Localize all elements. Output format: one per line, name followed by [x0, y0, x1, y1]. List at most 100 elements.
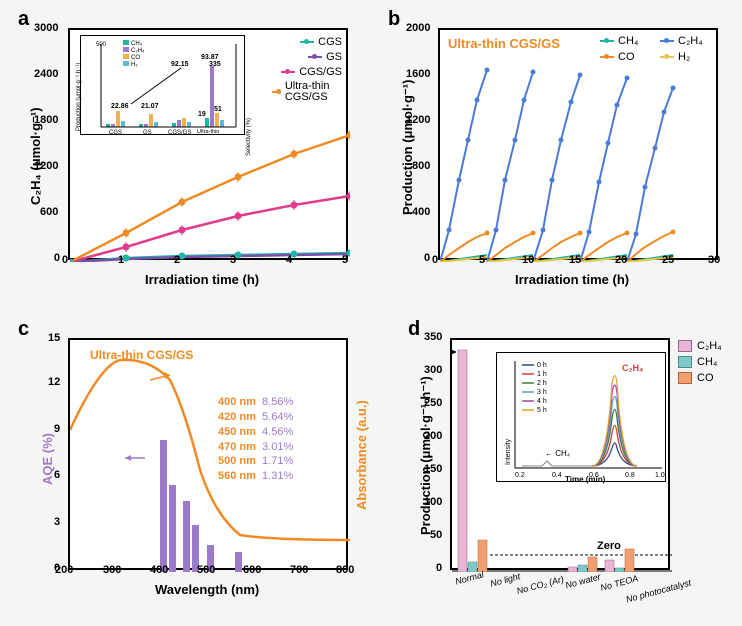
- cat: No water: [564, 572, 601, 591]
- panel-a-axes: 22.86 21.07 92.15 93.87 335 19 51 CGS GS…: [68, 28, 348, 260]
- tick: 0: [424, 252, 430, 264]
- panel-label-d: d: [408, 318, 420, 341]
- tick: 25: [662, 254, 674, 266]
- panel-d-inset: ← CH₄ C₂H₄ 0.20.40.60.81.0 Time (min) 0 …: [496, 352, 666, 482]
- xlabel-a: Irradiation time (h): [145, 272, 259, 287]
- ylabel-a: C₂H₄ (μmol·g⁻¹): [28, 107, 44, 205]
- ylabel-b: Production (μmol·g⁻¹): [400, 80, 416, 215]
- tick: 300: [424, 364, 442, 376]
- svg-text:3 h: 3 h: [537, 389, 547, 396]
- svg-text:H₂: H₂: [131, 62, 138, 68]
- legend-d: C₂H₄ CH₄ CO: [678, 340, 722, 384]
- inset-ylabel-right: Selectivity (%): [246, 118, 252, 156]
- tick: 0: [62, 254, 68, 266]
- ylabel-c-left: AQE (%): [40, 433, 55, 485]
- svg-text:92.15: 92.15: [171, 61, 189, 68]
- tick: 12: [48, 376, 60, 388]
- tick: 2400: [34, 68, 58, 80]
- legend-gs: GS: [308, 51, 342, 63]
- svg-text:CO: CO: [131, 55, 140, 61]
- svg-text:← CH₄: ← CH₄: [545, 449, 570, 458]
- svg-text:0.8: 0.8: [625, 472, 635, 479]
- tick: 20: [615, 254, 627, 266]
- ylabel-c-right: Absorbance (a.u.): [354, 400, 369, 510]
- svg-text:CGS: CGS: [109, 130, 122, 136]
- svg-text:51: 51: [214, 106, 222, 113]
- svg-text:93.87: 93.87: [201, 54, 219, 61]
- tick: 3000: [34, 22, 58, 34]
- tick: 0: [432, 254, 438, 266]
- tick: 5: [342, 254, 348, 266]
- svg-text:5 h: 5 h: [537, 407, 547, 414]
- tick: 350: [424, 331, 442, 343]
- panel-label-c: c: [18, 318, 29, 341]
- zero-text: Zero: [597, 540, 621, 552]
- tick: 0: [436, 562, 442, 574]
- tick: 2000: [406, 22, 430, 34]
- tick: 4: [286, 254, 292, 266]
- svg-text:0 h: 0 h: [537, 362, 547, 369]
- panel-a-inset: 22.86 21.07 92.15 93.87 335 19 51 CGS GS…: [80, 35, 245, 135]
- inset-d-ylabel: Intensity: [505, 439, 512, 465]
- svg-text:19: 19: [198, 111, 206, 118]
- legend-co: CO: [600, 51, 635, 63]
- tick: 3: [54, 516, 60, 528]
- panel-label-a: a: [18, 8, 29, 31]
- svg-text:CGS/GS: CGS/GS: [168, 130, 191, 136]
- panel-c-chart: [70, 340, 350, 572]
- panel-c-title: Ultra-thin CGS/GS: [90, 348, 193, 362]
- svg-text:C₂H₄: C₂H₄: [622, 363, 643, 373]
- tick: 500: [197, 564, 215, 576]
- svg-text:GS: GS: [143, 130, 152, 136]
- tick: 600: [243, 564, 261, 576]
- tick: 700: [290, 564, 308, 576]
- panel-label-b: b: [388, 8, 400, 31]
- svg-text:C₂H₄: C₂H₄: [131, 48, 145, 54]
- inset-ylabel-left: Production (μmol·g⁻¹·h⁻¹): [75, 63, 82, 131]
- cat: No CO₂ (Ar): [516, 574, 565, 596]
- tick: 1600: [406, 68, 430, 80]
- svg-text:1.0: 1.0: [655, 472, 665, 479]
- legend-cgs: CGS: [300, 36, 342, 48]
- cat: No TEOA: [599, 573, 639, 593]
- inset-d-xlabel: Time (min): [565, 475, 605, 484]
- svg-text:0.4: 0.4: [552, 472, 562, 479]
- svg-text:2 h: 2 h: [537, 380, 547, 387]
- svg-text:CH₄: CH₄: [131, 41, 143, 47]
- tick: 15: [48, 332, 60, 344]
- panel-d-axes: Zero ← CH₄ C₂H₄ 0.20.40.60.81.0 Time (mi…: [450, 338, 670, 570]
- svg-text:4 h: 4 h: [537, 398, 547, 405]
- panel-b-title: Ultra-thin CGS/GS: [448, 36, 560, 51]
- tick: 2: [174, 254, 180, 266]
- svg-text:0.2: 0.2: [515, 472, 525, 479]
- xlabel-b: Irradiation time (h): [515, 272, 629, 287]
- panel-b-chart: [440, 30, 720, 262]
- tick: 600: [40, 206, 58, 218]
- tick: 15: [569, 254, 581, 266]
- tick: 10: [522, 254, 534, 266]
- panel-c-axes: Ultra-thin CGS/GS 400 nm 8.56% 420 nm 5.…: [68, 338, 348, 570]
- tick: 1: [118, 254, 124, 266]
- tick: 30: [708, 254, 720, 266]
- svg-text:335: 335: [209, 61, 221, 68]
- legend-ultrathin: Ultra-thin CGS/GS: [272, 81, 342, 103]
- svg-text:21.07: 21.07: [141, 103, 159, 110]
- tick: 5: [479, 254, 485, 266]
- legend-c2h4: C₂H₄: [660, 35, 703, 47]
- ylabel-d: Production (μmol·g⁻¹·h⁻¹): [418, 376, 434, 535]
- tick: 800: [336, 564, 354, 576]
- aqe-label-list: 400 nm 8.56% 420 nm 5.64% 450 nm 4.56% 4…: [218, 395, 293, 484]
- tick: 0: [50, 252, 60, 264]
- tick: 3: [230, 254, 236, 266]
- svg-text:22.86: 22.86: [111, 103, 129, 110]
- xlabel-c: Wavelength (nm): [155, 582, 259, 597]
- svg-text:500: 500: [96, 42, 107, 48]
- legend-h2: H₂: [660, 51, 690, 63]
- tick: 300: [103, 564, 121, 576]
- panel-b-axes: Ultra-thin CGS/GS CH₄ C₂H₄ CO H₂: [438, 28, 718, 260]
- legend-cgsgs: CGS/GS: [281, 66, 342, 78]
- svg-text:Ultra-thin: Ultra-thin: [197, 129, 219, 135]
- svg-text:1 h: 1 h: [537, 371, 547, 378]
- legend-ch4: CH₄: [600, 35, 638, 47]
- tick: 400: [150, 564, 168, 576]
